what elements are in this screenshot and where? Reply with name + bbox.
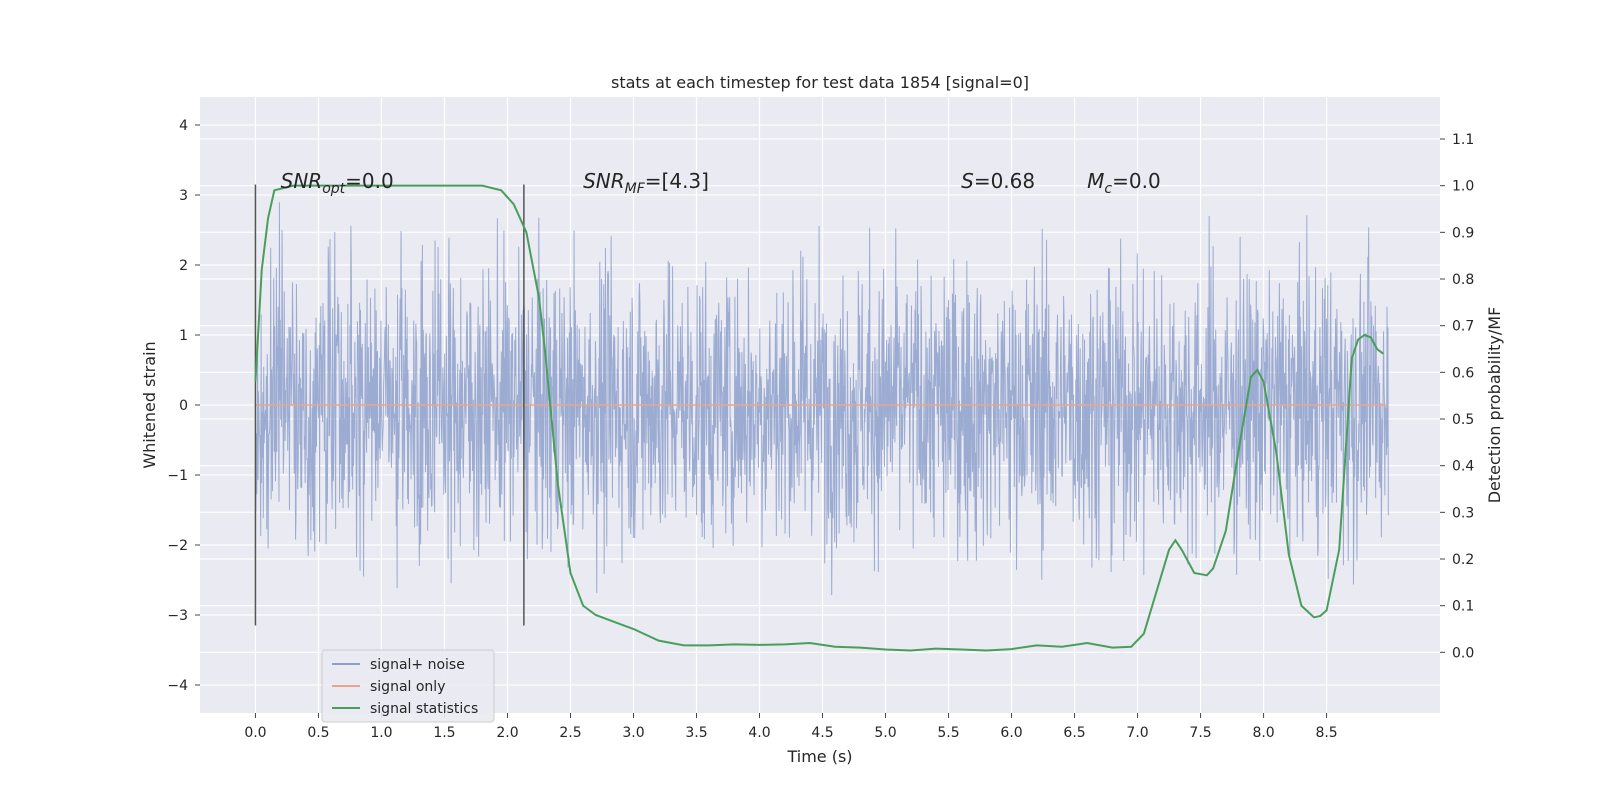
signal-statistics-series: [254, 184, 1384, 652]
annotation-text: Mc=0.0: [1087, 169, 1161, 197]
x-tick-label: 7.5: [1189, 725, 1211, 741]
y-tick-label: 2: [179, 258, 188, 274]
y-right-tick-label: 0.3: [1452, 505, 1474, 521]
y-right-tick-label: 0.5: [1452, 412, 1474, 428]
annotation-text: SNRopt=0.0: [281, 169, 394, 197]
x-tick-label: 3.5: [685, 725, 707, 741]
x-tick-label: 0.0: [244, 725, 266, 741]
y-right-tick-label: 0.8: [1452, 272, 1474, 288]
y-right-tick-label: 0.2: [1452, 552, 1474, 568]
x-tick-label: 3.0: [622, 725, 644, 741]
y-tick-label: −1: [167, 468, 188, 484]
y-right-tick-label: 0.6: [1452, 365, 1474, 381]
y-right-tick-label: 0.1: [1452, 599, 1474, 615]
x-tick-label: 1.0: [370, 725, 392, 741]
y-tick-label: −4: [167, 678, 188, 694]
x-tick-label: 5.0: [874, 725, 896, 741]
annotation-text: SNRMF=[4.3]: [583, 169, 709, 197]
vertical-markers: [254, 184, 525, 626]
legend-label-statistics: signal statistics: [370, 701, 478, 717]
x-tick-label: 6.5: [1063, 725, 1085, 741]
x-tick-label: 1.5: [433, 725, 455, 741]
axis-ticks: 0.0 0.5 1.0 1.5 2.0 2.5 3.0 3.5 4.0 4.5 5.0 5.5 6.0 6…: [167, 118, 1474, 741]
y-tick-label: 4: [179, 118, 188, 134]
y-right-tick-label: 1.0: [1452, 179, 1474, 195]
y-tick-label: 3: [179, 188, 188, 204]
x-tick-label: 2.0: [496, 725, 518, 741]
legend-box: [321, 649, 495, 723]
legend-label-noise: signal+ noise: [370, 657, 465, 673]
x-tick-label: 2.5: [559, 725, 581, 741]
annotations: SNRopt=0.0 SNRMF=[4.3] S=0.68 Mc=0.0: [281, 169, 1161, 197]
y-right-tick-label: 0.4: [1452, 459, 1474, 475]
x-tick-label: 8.5: [1315, 725, 1337, 741]
y-tick-label: 0: [179, 398, 188, 414]
y-tick-label: −3: [167, 608, 188, 624]
x-tick-label: 6.0: [1000, 725, 1022, 741]
signal-noise-series: [254, 202, 1389, 596]
y-right-tick-label: 0.7: [1452, 319, 1474, 335]
legend: signal+ noise signal only signal statist…: [321, 649, 495, 723]
x-tick-label: 4.5: [811, 725, 833, 741]
x-tick-label: 0.5: [307, 725, 329, 741]
annotation-text: S=0.68: [961, 169, 1035, 193]
noise-trace: [254, 202, 1389, 596]
x-axis-label: Time (s): [786, 747, 852, 766]
x-tick-label: 8.0: [1252, 725, 1274, 741]
chart-title: stats at each timestep for test data 185…: [611, 73, 1029, 92]
y-tick-label: 1: [179, 328, 188, 344]
y-right-tick-label: 0.0: [1452, 645, 1474, 661]
legend-label-signal: signal only: [370, 679, 445, 695]
y-right-tick-label: 0.9: [1452, 225, 1474, 241]
statistics-trace: [254, 184, 1384, 652]
x-tick-label: 5.5: [937, 725, 959, 741]
y-right-axis-label: Detection probability/MF: [1485, 307, 1504, 504]
x-tick-label: 7.0: [1126, 725, 1148, 741]
y-axis-label: Whitened strain: [140, 341, 159, 468]
y-tick-label: −2: [167, 538, 188, 554]
y-right-tick-label: 1.1: [1452, 132, 1474, 148]
x-tick-label: 4.0: [748, 725, 770, 741]
